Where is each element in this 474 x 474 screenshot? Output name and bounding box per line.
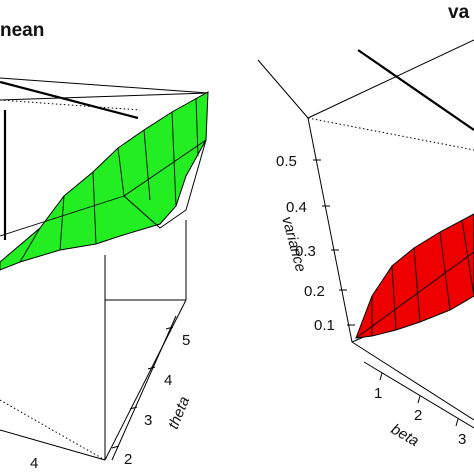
right-box-top-thick <box>357 49 474 131</box>
green-surface-fill <box>0 91 209 271</box>
right-box-top-dotted <box>307 117 474 151</box>
green-mesh-line <box>92 171 97 245</box>
left-box-top-front <box>0 80 139 120</box>
right-surface <box>355 213 474 339</box>
right-box-top-back <box>307 39 474 119</box>
left-box-bottom-right <box>104 299 187 461</box>
red-mesh-line <box>391 265 397 331</box>
theta-ticks: 2 3 4 5 <box>111 326 190 468</box>
red-mesh-line <box>413 247 421 323</box>
beta-tick-mark <box>455 418 459 427</box>
theta-tick-label: 5 <box>182 332 190 349</box>
left-box-top-dotted <box>0 99 141 111</box>
left-title: nean <box>0 20 44 41</box>
variance-tick-label: 0.1 <box>314 317 335 334</box>
green-mesh-line <box>143 129 151 201</box>
variance-ticks: 0.5 0.4 0.3 0.2 0.1 <box>276 153 355 334</box>
variance-tick-label: 0.3 <box>295 243 316 260</box>
beta-tick-mark <box>417 395 421 404</box>
left-box-top-back <box>0 77 209 94</box>
green-mesh-line <box>59 195 65 251</box>
beta-ticks: 1 2 3 <box>374 372 466 448</box>
theta-tick-label: 2 <box>124 451 132 468</box>
beta-tick-label: 2 <box>414 407 422 424</box>
green-mesh-line <box>195 97 199 157</box>
theta-tick-mark <box>129 406 138 410</box>
theta-axis-label: theta <box>165 394 193 431</box>
red-mesh-line <box>439 231 451 311</box>
theta-tick-mark <box>165 326 174 330</box>
left-box-bottom-left <box>0 429 106 461</box>
theta-tick-label: 3 <box>144 412 152 429</box>
green-surface-front-fold <box>123 139 207 229</box>
left-box-bottom-dotted <box>0 399 106 461</box>
beta-axis-line <box>363 361 474 429</box>
red-surface-fill <box>355 213 474 339</box>
variance-tick-label: 0.2 <box>304 283 325 300</box>
left-surface <box>0 91 209 271</box>
variance-tick-label: 0.5 <box>276 153 297 170</box>
red-mesh-line <box>355 251 474 339</box>
beta-axis-label: beta <box>388 421 422 450</box>
beta-tick-label: 3 <box>458 431 466 448</box>
right-title: va <box>448 2 470 23</box>
right-box-bottom-edge <box>351 341 474 421</box>
beta-tick-label: 1 <box>374 385 382 402</box>
right-box-top-left <box>257 59 309 119</box>
green-mesh-line <box>0 195 125 237</box>
green-mesh-line <box>117 147 125 197</box>
left-panel: nean 2 3 4 5 theta 4 <box>0 20 209 472</box>
green-mesh-line <box>171 111 177 207</box>
left-box-top-left <box>0 92 209 101</box>
beta-tick-mark <box>379 372 383 381</box>
theta-tick-mark <box>147 366 156 370</box>
theta-tick-label: 4 <box>164 372 172 389</box>
right-panel: va 0.5 0.4 0.3 0.2 0.1 variance <box>257 2 474 450</box>
right-box-left-edge <box>307 117 353 343</box>
variance-tick-label: 0.4 <box>286 199 307 216</box>
theta-tick-mark <box>111 445 120 449</box>
red-mesh-line <box>461 219 474 297</box>
green-mesh-line <box>123 139 207 197</box>
left-bottom-tick-label: 4 <box>30 455 38 472</box>
green-mesh-line <box>19 227 41 263</box>
theta-axis-line <box>111 315 177 461</box>
